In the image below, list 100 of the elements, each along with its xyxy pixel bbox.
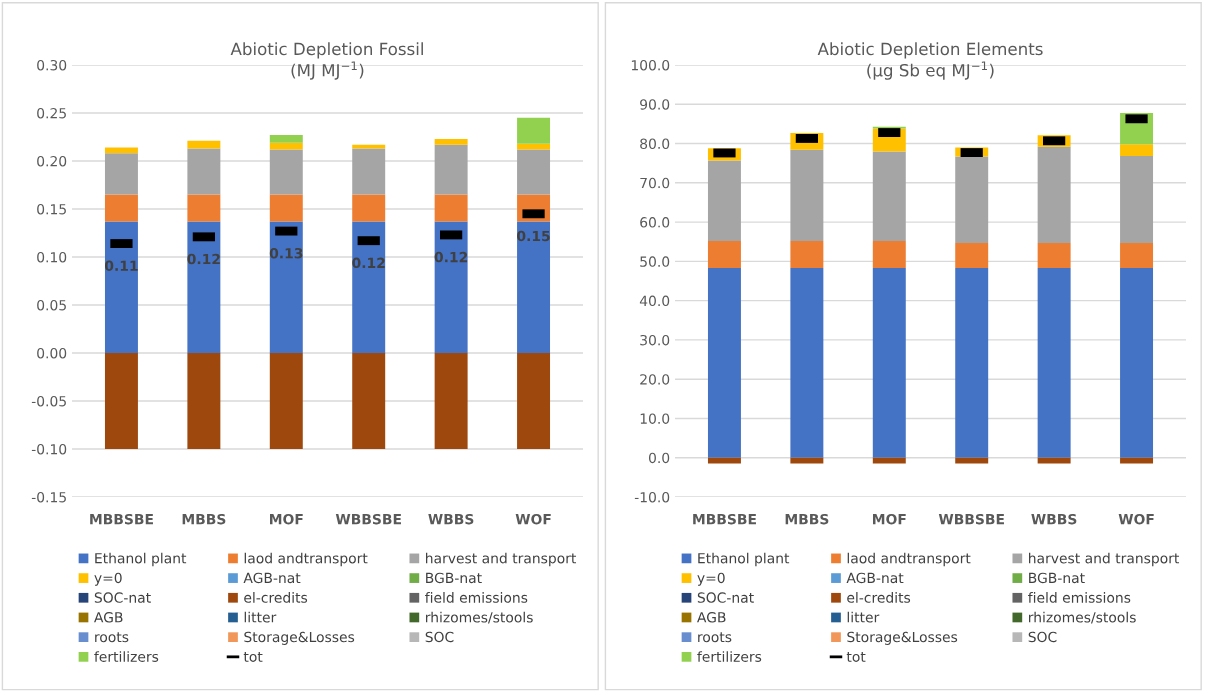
legend-label: tot [243, 651, 263, 662]
x-tick-label: MOF [873, 513, 906, 525]
legend-label: roots [95, 632, 129, 643]
y-tick-label: 50.0 [640, 256, 670, 267]
bar [434, 138, 468, 145]
legend-label: Ethanol plant [95, 552, 187, 567]
bar [790, 457, 824, 464]
bar [872, 457, 906, 464]
legend-label: litter [847, 611, 880, 623]
legend-label: Storage&Losses [244, 631, 355, 645]
bar [434, 353, 468, 449]
y-tick-label: 20.0 [640, 374, 670, 385]
legend-label: harvest and transport [426, 552, 577, 567]
x-tick-label: MBBS [182, 513, 226, 525]
bar [352, 144, 386, 149]
x-tick-label: MBBSBE [693, 513, 756, 525]
bar [104, 153, 138, 195]
chart-title: Abiotic Depletion Elements (µg Sb eq MJ$^{−1}$) [817, 42, 1043, 80]
y-tick-label: 80.0 [640, 138, 670, 150]
data-label: 0.13 [269, 247, 303, 259]
bar [517, 117, 551, 144]
bar [187, 221, 221, 353]
legend-label: fertilizers [94, 651, 159, 662]
y-tick-label: 70.0 [640, 177, 670, 189]
legend-label: AGB-nat [243, 572, 301, 584]
data-label: 0.12 [352, 257, 385, 269]
bar [707, 160, 741, 241]
bar [187, 140, 221, 149]
x-tick-label: MBBSBE [90, 513, 153, 525]
x-tick-label: MOF [270, 513, 303, 525]
x-tick-label: WBBSBE [335, 513, 401, 525]
x-tick-label: WOF [515, 513, 551, 525]
bar [1037, 457, 1071, 464]
bar [1120, 156, 1154, 243]
bar [872, 151, 906, 241]
bar [1120, 144, 1154, 157]
x-tick-label: WBBSBE [938, 513, 1004, 525]
x-tick-label: WBBS [1031, 513, 1077, 525]
bar [1120, 242, 1154, 269]
legend-label: fertilizers [697, 651, 762, 662]
y-tick-label: -0.05 [31, 395, 66, 407]
y-tick-label: 60.0 [640, 217, 670, 228]
bar [187, 353, 221, 449]
bar [269, 353, 303, 449]
legend-label: tot [846, 651, 866, 662]
legend-label: rhizomes/stools [1029, 611, 1136, 624]
bar [434, 194, 468, 222]
y-tick-label: 0.30 [37, 59, 67, 71]
y-tick-label: -10.0 [634, 491, 670, 503]
legend-label: roots [698, 632, 732, 643]
legend-label: el-credits [244, 592, 308, 603]
x-tick-label: MBBS [785, 513, 829, 525]
bar [352, 148, 386, 195]
legend-label: AGB-nat [846, 572, 904, 584]
y-tick-label: 0.0 [648, 452, 670, 464]
y-tick-label: 10.0 [640, 413, 670, 424]
bar [1120, 268, 1154, 458]
y-tick-label: 0.05 [37, 299, 66, 311]
bar [104, 353, 138, 449]
legend-label: y=0 [94, 572, 122, 586]
y-tick-label: -0.15 [31, 491, 66, 503]
legend-label: litter [244, 611, 277, 623]
y-tick-label: 0.10 [37, 251, 67, 263]
bar [269, 194, 303, 222]
legend-label: AGB [697, 612, 726, 623]
y-tick-label: 0.00 [37, 347, 67, 359]
bar [707, 240, 741, 269]
bar [872, 268, 906, 458]
y-tick-label: 0.20 [37, 155, 67, 167]
bar [517, 221, 551, 353]
bar [790, 240, 824, 269]
bar [1037, 268, 1071, 458]
bar [187, 194, 221, 222]
bar [955, 268, 989, 458]
data-label: 0.12 [187, 253, 220, 265]
bar [352, 221, 386, 353]
bar [872, 240, 906, 269]
data-label: 0.15 [517, 230, 550, 242]
x-tick-label: WBBS [428, 513, 474, 525]
legend-label: y=0 [697, 572, 725, 586]
y-tick-label: 40.0 [639, 295, 670, 307]
bar [269, 135, 303, 143]
bar [187, 148, 221, 195]
bar [104, 194, 138, 222]
legend-label: rhizomes/stools [426, 611, 533, 624]
bar [1037, 242, 1071, 269]
bar [790, 268, 824, 458]
bar [955, 156, 989, 243]
legend-label: AGB [94, 612, 123, 623]
legend-label: field emissions [425, 592, 528, 603]
legend-label: SOC [425, 631, 454, 643]
bar [352, 194, 386, 222]
bar [707, 268, 741, 458]
bar [790, 149, 824, 241]
y-tick-label: 0.15 [37, 203, 66, 215]
bar [352, 353, 386, 449]
legend-label: harvest and transport [1029, 552, 1180, 567]
bar [517, 149, 551, 195]
legend-label: BGB-nat [1029, 572, 1085, 584]
bar [1037, 146, 1071, 243]
